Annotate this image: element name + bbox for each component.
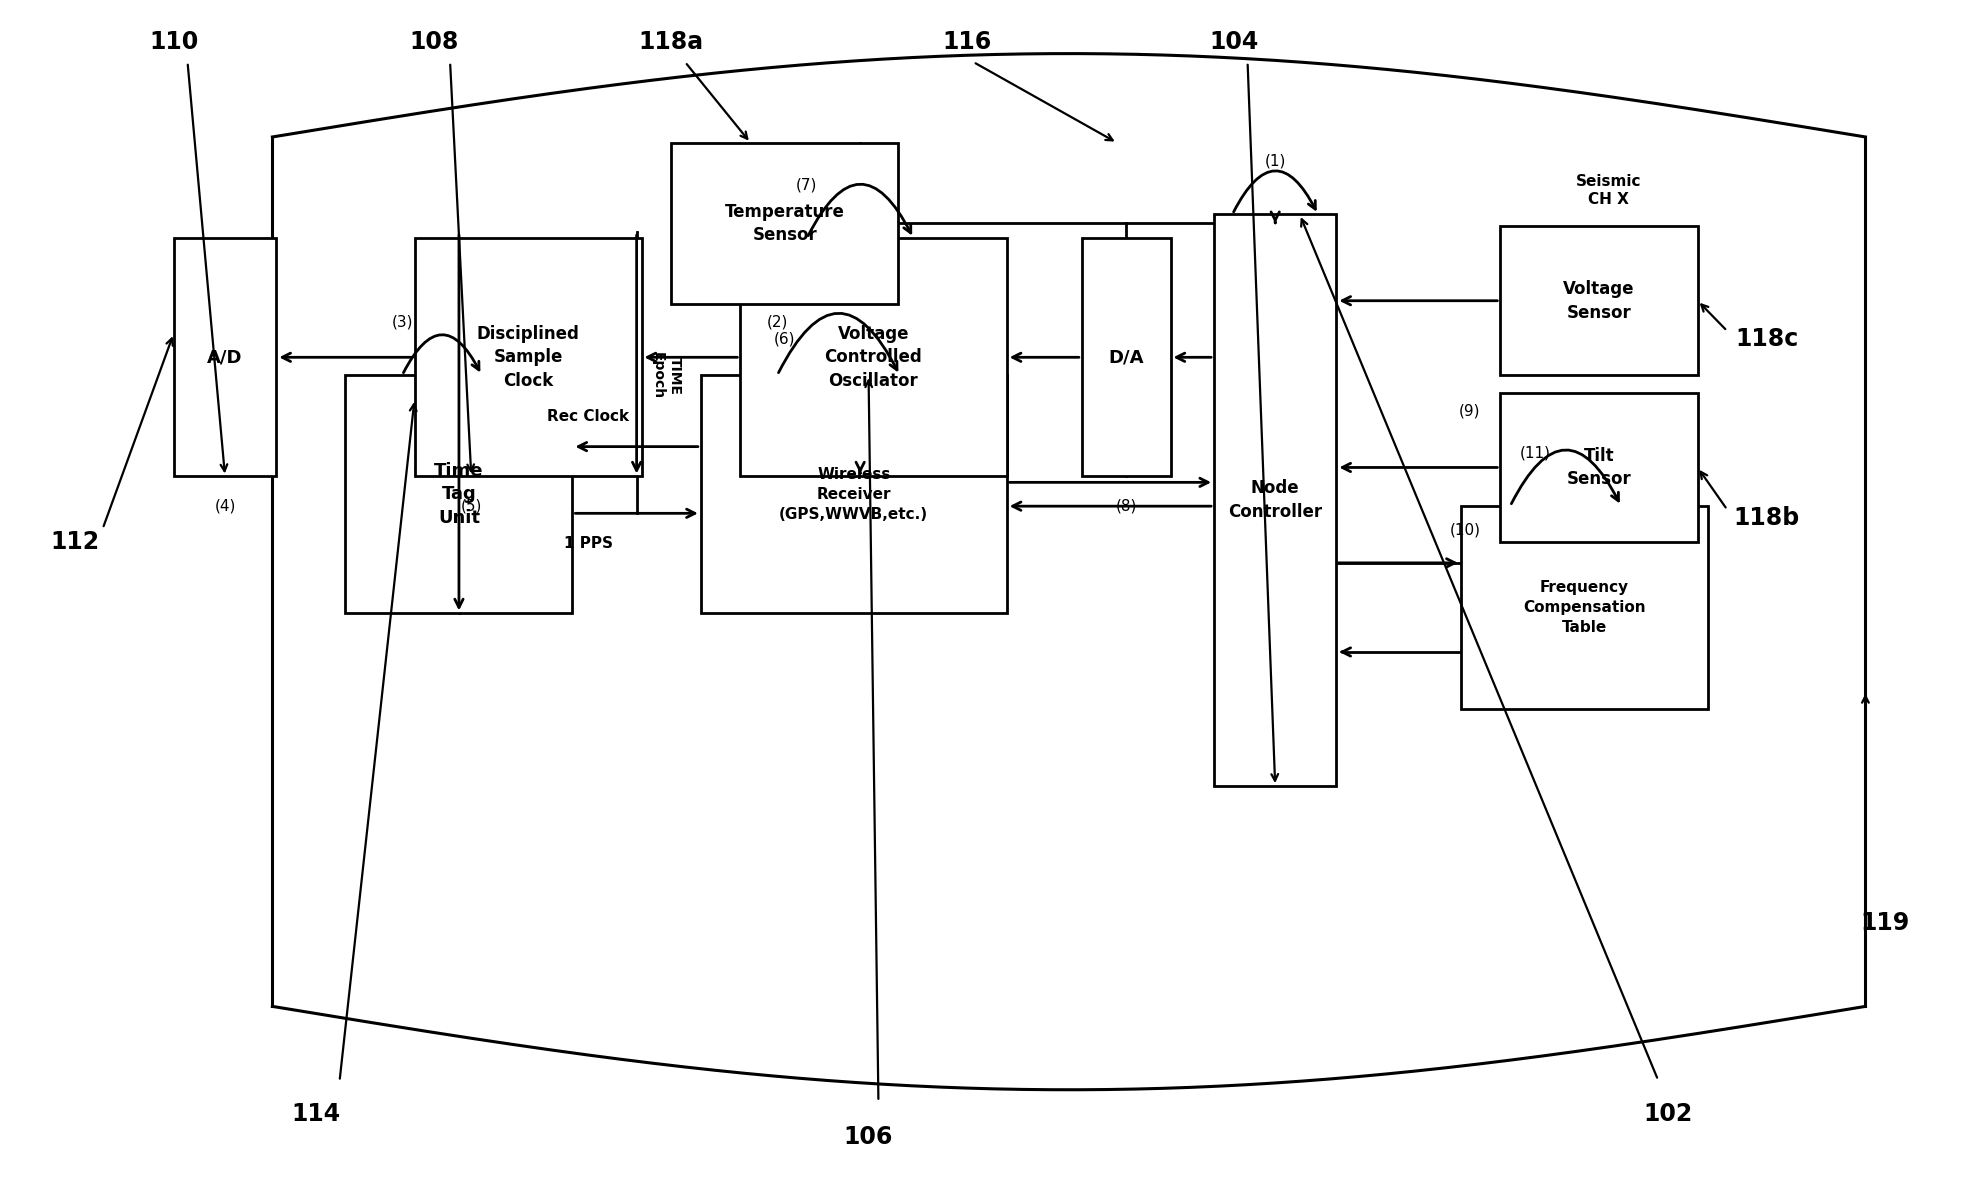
FancyArrowPatch shape — [807, 185, 910, 236]
Text: 114: 114 — [292, 1102, 339, 1125]
FancyArrowPatch shape — [402, 335, 479, 373]
Text: (5): (5) — [460, 499, 481, 513]
Text: (4): (4) — [215, 499, 235, 513]
Text: 1 PPS: 1 PPS — [564, 536, 612, 550]
Bar — [700, 375, 1006, 613]
Text: 116: 116 — [943, 30, 990, 54]
Text: Rec Clock: Rec Clock — [547, 410, 629, 424]
Text: (10): (10) — [1448, 523, 1480, 537]
Text: (7): (7) — [795, 177, 817, 192]
Bar — [174, 238, 276, 476]
Bar — [1499, 226, 1697, 375]
Text: Voltage
Sensor: Voltage Sensor — [1563, 280, 1634, 322]
Text: (6): (6) — [773, 332, 795, 347]
Bar — [1213, 214, 1336, 786]
Text: Seismic
CH X: Seismic CH X — [1574, 174, 1642, 207]
Text: Node
Controller: Node Controller — [1227, 480, 1322, 520]
Text: 110: 110 — [150, 30, 197, 54]
Bar — [740, 238, 1006, 476]
Text: Time
Tag
Unit: Time Tag Unit — [434, 462, 483, 526]
Text: (9): (9) — [1458, 404, 1480, 418]
Text: 112: 112 — [51, 530, 99, 554]
Text: Tilt
Sensor: Tilt Sensor — [1567, 447, 1630, 488]
FancyArrowPatch shape — [1511, 450, 1618, 504]
Text: 118b: 118b — [1732, 506, 1799, 530]
Text: Frequency
Compensation
Table: Frequency Compensation Table — [1521, 580, 1645, 635]
Text: Wireless
Receiver
(GPS,WWVB,etc.): Wireless Receiver (GPS,WWVB,etc.) — [779, 467, 927, 522]
Text: Voltage
Controlled
Oscillator: Voltage Controlled Oscillator — [825, 325, 921, 389]
Text: 106: 106 — [842, 1125, 894, 1149]
Text: 102: 102 — [1644, 1102, 1691, 1125]
Text: (1): (1) — [1265, 154, 1284, 168]
Text: (3): (3) — [391, 314, 412, 329]
FancyArrowPatch shape — [1233, 170, 1314, 212]
Bar — [1460, 506, 1707, 709]
Text: 119: 119 — [1861, 911, 1908, 935]
Text: 118a: 118a — [639, 30, 702, 54]
Bar — [1499, 393, 1697, 542]
Text: Temperature
Sensor: Temperature Sensor — [724, 202, 844, 244]
Text: TIME
Epoch: TIME Epoch — [651, 353, 681, 399]
Text: A/D: A/D — [207, 348, 243, 367]
Text: 104: 104 — [1209, 30, 1257, 54]
Text: (8): (8) — [1115, 499, 1136, 513]
Bar — [1081, 238, 1170, 476]
Text: D/A: D/A — [1109, 348, 1142, 367]
Bar — [414, 238, 641, 476]
Bar — [671, 143, 898, 304]
Bar — [345, 375, 572, 613]
Text: 118c: 118c — [1734, 328, 1797, 351]
Text: (11): (11) — [1519, 445, 1549, 460]
Text: Disciplined
Sample
Clock: Disciplined Sample Clock — [475, 325, 580, 389]
FancyArrowPatch shape — [777, 313, 896, 373]
Text: 108: 108 — [408, 30, 460, 54]
Text: (2): (2) — [766, 314, 787, 329]
